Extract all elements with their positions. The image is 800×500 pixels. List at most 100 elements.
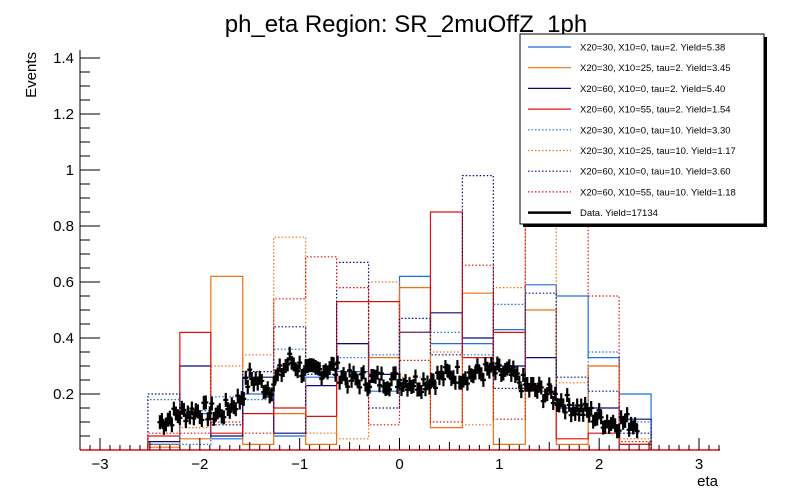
data-point [271,377,277,392]
data-point [259,373,265,388]
data-point [550,396,556,411]
y-tick-label: 0.8 [53,218,74,235]
x-tick-label: 2 [595,456,603,473]
legend-label: Data. Yield=17134 [580,208,658,219]
data-point [474,358,480,373]
data-point [552,386,558,401]
data-point [548,385,554,400]
x-tick-label: 1 [495,456,503,473]
data-point [181,402,187,417]
data-point [335,355,341,370]
data-point [492,366,498,381]
data-point [518,384,524,399]
data-point [564,388,570,403]
data-point [420,372,426,387]
data-point [387,382,393,397]
data-point [265,381,271,396]
y-tick-label: 0.4 [53,330,74,347]
x-ticks: −3 −2 −1 0 1 2 3 [79,438,720,473]
data-point [191,411,197,426]
data-point [285,357,291,372]
data-point [357,380,363,395]
data-point [402,374,408,389]
data-point [624,407,630,422]
y-tick-label: 1.4 [53,50,74,67]
data-point [486,364,492,379]
legend-label: X20=60, X10=0, tau=10. Yield=3.60 [580,167,731,178]
data-point [480,372,486,387]
data-point [379,366,385,381]
data-point [241,391,247,406]
y-tick-label: 1.2 [53,106,74,123]
data-point [496,358,502,373]
data-point [588,400,594,415]
x-axis-label: eta [697,473,719,490]
data-point [183,414,189,429]
data-point [586,408,592,423]
data-point [207,406,213,421]
data-point [426,380,432,395]
data-point [546,377,552,392]
data-point [203,395,209,410]
legend-label: X20=30, X10=25, tau=10. Yield=1.17 [580,146,736,157]
data-point [440,372,446,387]
legend-label: X20=60, X10=0, tau=2. Yield=5.40 [580,84,725,95]
data-point [209,396,215,411]
y-tick-label: 0.6 [53,274,74,291]
data-point [616,423,622,438]
x-tick-label: −1 [291,456,308,473]
histogram-series-8 [147,49,652,450]
data-point [317,362,323,377]
data-point [347,363,353,378]
y-tick-label: 0.2 [53,386,74,403]
data-point [377,378,383,393]
data-point [418,385,424,400]
x-tick-label: −2 [191,456,208,473]
data-point [454,359,460,374]
data-point [438,364,444,379]
data-point [159,412,165,427]
data-point [432,380,438,395]
data-point [345,379,351,394]
data-point [520,367,526,382]
data-point [349,373,355,388]
legend-items: X20=30, X10=0, tau=2. Yield=5.38 X20=30, … [528,43,736,219]
data-point [464,376,470,391]
data-point [516,375,522,390]
legend-label: X20=30, X10=25, tau=2. Yield=3.45 [580,63,731,74]
data-point [544,387,550,402]
data-point [227,404,233,419]
data-point [331,357,337,372]
legend-label: X20=30, X10=0, tau=10. Yield=3.30 [580,125,731,136]
legend: X20=30, X10=0, tau=2. Yield=5.38 X20=30, … [519,33,767,227]
data-point [446,364,452,379]
data-point [506,359,512,374]
legend-label: X20=60, X10=55, tau=10. Yield=1.18 [580,187,736,198]
data-point [534,384,540,399]
data-point [333,367,339,382]
y-ticks: 0.2 0.4 0.6 0.8 1 1.2 1.4 [53,50,100,437]
x-tick-label: 0 [395,456,403,473]
data-point [510,360,516,375]
data-point [367,379,373,394]
data-points-layer [157,346,640,439]
data-point [393,366,399,381]
y-tick-label: 1 [66,162,74,179]
data-point [221,410,227,425]
data-point [632,417,638,432]
data-point [343,371,349,386]
histogram-series-7 [147,175,652,450]
data-point [177,410,183,425]
data-point [297,355,303,370]
data-point [598,410,604,425]
data-point [397,373,402,388]
data-point [430,373,436,388]
y-axis-label: Events [23,52,40,98]
x-tick-label: −3 [91,456,108,473]
data-point [199,412,205,427]
data-point [247,362,253,377]
data-point [287,346,293,361]
data-point [566,397,572,412]
data-point [295,364,301,379]
